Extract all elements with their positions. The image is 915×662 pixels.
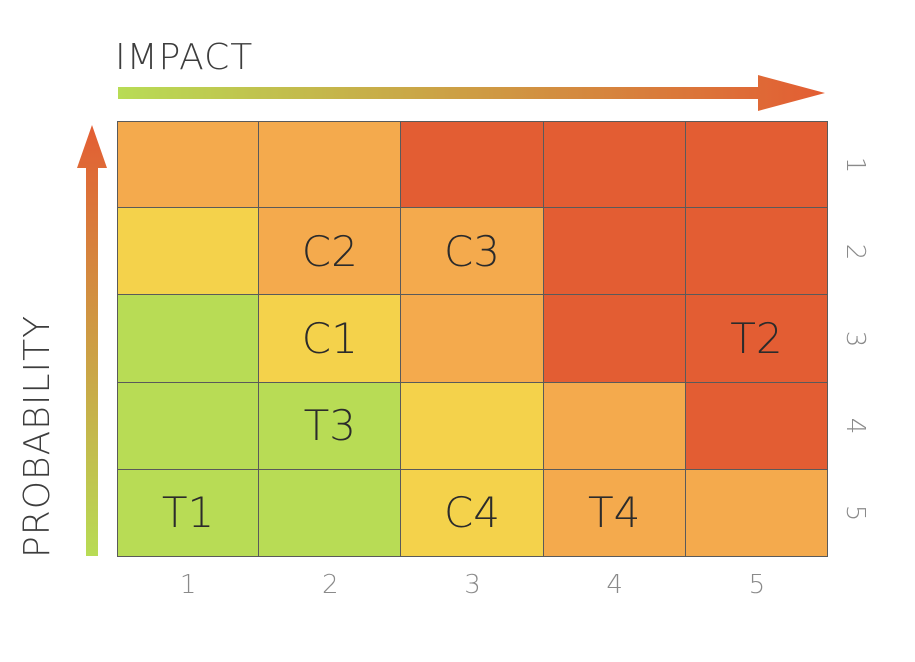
matrix-cell [117, 121, 260, 209]
matrix-cell [543, 295, 686, 383]
probability-tick-label: 4 [840, 417, 870, 435]
risk-item-label: C4 [443, 488, 501, 538]
matrix-cell [259, 469, 402, 557]
matrix-cell: C2 [259, 208, 402, 296]
impact-tick-label: 2 [322, 570, 339, 600]
matrix-cell [259, 121, 402, 209]
probability-arrow [77, 125, 107, 556]
matrix-cell [685, 469, 828, 557]
matrix-cell [117, 208, 260, 296]
risk-item-label: T1 [161, 488, 215, 538]
matrix-cell [543, 208, 686, 296]
matrix-cell: T1 [117, 469, 260, 557]
matrix-cell: T2 [685, 295, 828, 383]
probability-tick-label: 1 [840, 156, 870, 173]
impact-tick-label: 5 [748, 570, 766, 600]
matrix-cell: C4 [401, 469, 544, 557]
impact-tick-label: 4 [606, 570, 623, 600]
matrix-cell [543, 121, 686, 209]
matrix-cell [543, 382, 686, 470]
probability-tick-label: 2 [840, 243, 870, 261]
impact-tick-label: 1 [179, 570, 197, 600]
matrix-cell [117, 382, 260, 470]
risk-item-label: C3 [443, 226, 501, 276]
matrix-cell [685, 208, 828, 296]
matrix-cell: T4 [543, 469, 686, 557]
probability-tick-label: 3 [840, 330, 870, 348]
risk-item-label: T2 [730, 313, 783, 363]
impact-arrow [118, 75, 825, 111]
risk-item-label: T4 [588, 488, 641, 538]
matrix-cell: C3 [401, 208, 544, 296]
matrix-cell [401, 382, 544, 470]
impact-axis-title: IMPACT [115, 37, 254, 78]
risk-matrix: C2 C3 C1 T2 T3 T1 C4 T4 [117, 121, 828, 557]
risk-item-label: C1 [301, 313, 358, 363]
matrix-cell: C1 [259, 295, 402, 383]
risk-item-label: T3 [303, 401, 356, 451]
matrix-cell [685, 382, 828, 470]
matrix-cell [401, 121, 544, 209]
matrix-cell [685, 121, 828, 209]
matrix-cell: T3 [259, 382, 402, 470]
matrix-cell [401, 295, 544, 383]
risk-item-label: C2 [301, 226, 358, 276]
matrix-cell [117, 295, 260, 383]
probability-tick-label: 5 [840, 505, 870, 522]
impact-tick-label: 3 [464, 570, 481, 600]
